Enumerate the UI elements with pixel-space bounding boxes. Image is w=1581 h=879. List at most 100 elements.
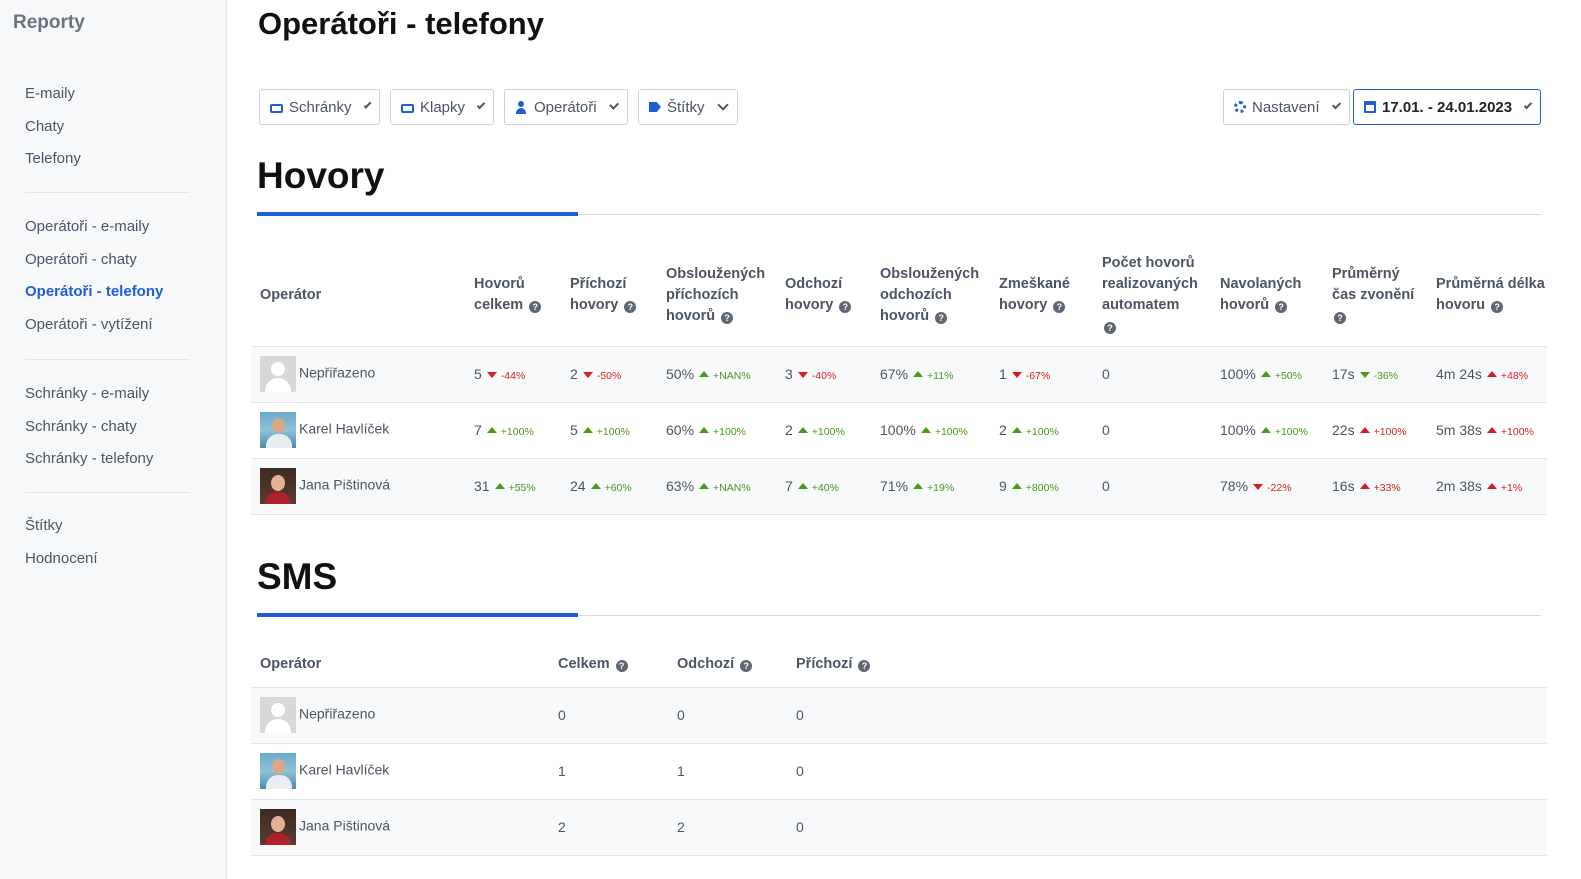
metric-change: +33% (1373, 482, 1401, 494)
question-circle-icon[interactable]: ? (1275, 301, 1288, 314)
avatar (260, 753, 296, 789)
metric-value: 7 (474, 422, 482, 438)
col-header-incoming[interactable]: Příchozí ? (787, 642, 1547, 687)
sidebar-item-operators-phones[interactable]: Operátoři - telefony (25, 283, 164, 300)
metric-value: 0 (1102, 478, 1110, 494)
avatar (260, 468, 296, 504)
sidebar-item-mailboxes-emails[interactable]: Schránky - e-maily (25, 385, 150, 402)
nav-divider (25, 192, 190, 193)
col-header-dialed[interactable]: Navolaných hovorů ? (1220, 276, 1302, 314)
operator-name: Nepřiřazeno (299, 364, 376, 381)
metric-cell-handled_in: 50% +NAN% (657, 345, 776, 402)
col-header-duration[interactable]: Průměrná délka hovoru ? (1436, 276, 1545, 314)
sidebar-item-ratings[interactable]: Hodnocení (25, 549, 98, 567)
sms-incoming-cell: 0 (787, 742, 1547, 799)
sidebar-item-mailboxes-chats[interactable]: Schránky - chaty (25, 417, 137, 435)
col-header-missed[interactable]: Zmeškané hovory ? (999, 276, 1070, 314)
question-circle-icon[interactable]: ? (1334, 311, 1346, 324)
metric-cell-outgoing: 3 -40% (776, 345, 871, 402)
arrow-up-icon (1260, 427, 1271, 433)
question-circle-icon[interactable]: ? (615, 659, 628, 672)
col-header-incoming[interactable]: Příchozí hovory ? (561, 245, 657, 346)
col-header-handled-incoming[interactable]: Obsloužených příchozích hovorů ? (666, 265, 766, 324)
sms-incoming-cell: 0 (787, 686, 1547, 743)
arrow-up-icon (920, 427, 931, 433)
sidebar-item-mailboxes-phones[interactable]: Schránky - telefony (25, 450, 154, 467)
metric-cell-duration: 5m 38s +100% (1427, 401, 1547, 458)
sidebar-item-operators-load[interactable]: Operátoři - vytížení (25, 315, 153, 333)
calls-section-title: Hovory (257, 155, 385, 196)
arrow-up-icon (486, 427, 497, 433)
date-range-button[interactable]: 17.01. - 24.01.2023 (1353, 89, 1541, 125)
question-circle-icon[interactable]: ? (624, 301, 637, 314)
col-header-operator[interactable]: Operátor (260, 655, 322, 672)
metric-cell-missed: 1 -67% (990, 345, 1093, 402)
metric-cell-missed: 2 +100% (990, 401, 1093, 458)
question-circle-icon[interactable]: ? (1491, 301, 1504, 314)
arrow-up-icon (913, 371, 924, 377)
metric-value: 5 (570, 422, 578, 438)
arrow-up-icon (1260, 371, 1271, 377)
question-circle-icon[interactable]: ? (740, 659, 753, 672)
settings-button[interactable]: Nastavení (1223, 89, 1350, 125)
col-header-outgoing[interactable]: Odchozí ? (668, 642, 787, 687)
question-circle-icon[interactable]: ? (721, 311, 734, 324)
sidebar-item-emails[interactable]: E-maily (25, 85, 76, 102)
metric-value: 5m 38s (1436, 422, 1482, 438)
question-circle-icon[interactable]: ? (935, 311, 948, 324)
mailboxes-filter-button[interactable]: Schránky (259, 89, 380, 125)
question-circle-icon[interactable]: ? (1104, 322, 1116, 335)
nav-group-overview: E-maily Chaty Telefony (25, 78, 190, 176)
sidebar-item-phones[interactable]: Telefony (25, 150, 81, 167)
col-header-handled-outgoing[interactable]: Obsloužených odchozích hovorů ? (880, 265, 980, 324)
col-header-operator[interactable]: Operátor (260, 286, 322, 303)
metric-cell-dialed: 78% -22% (1211, 457, 1323, 515)
arrow-up-icon (797, 427, 808, 433)
metric-cell-auto: 0 (1093, 345, 1211, 402)
question-circle-icon[interactable]: ? (529, 301, 542, 314)
metric-value: 50% (666, 366, 695, 382)
sidebar-item-operators-chats[interactable]: Operátoři - chaty (25, 250, 137, 268)
metric-change: -40% (811, 370, 837, 382)
col-header-ring-time[interactable]: Průměrný čas zvonění ? (1332, 265, 1415, 324)
col-header-outgoing[interactable]: Odchozí hovory ? (776, 245, 871, 346)
metric-cell-incoming: 5 +100% (561, 401, 657, 458)
arrow-up-icon (699, 371, 710, 377)
extensions-filter-button[interactable]: Klapky (390, 89, 494, 125)
tags-filter-button[interactable]: Štítky (638, 89, 738, 125)
sidebar-item-chats[interactable]: Chaty (25, 117, 65, 135)
section-divider-accent (257, 212, 578, 216)
metric-cell-handled_in: 63% +NAN% (657, 457, 776, 515)
tags-filter-label: Štítky (667, 98, 705, 116)
section-divider-accent (257, 613, 578, 617)
sidebar-item-tags[interactable]: Štítky (25, 517, 63, 534)
sms-section-title: SMS (257, 556, 338, 597)
operator-name: Jana Pištinová (299, 817, 391, 834)
metric-change: +100% (596, 426, 630, 438)
col-header-total[interactable]: Celkem ? (549, 642, 668, 687)
metric-change: +55% (508, 482, 536, 494)
operators-filter-button[interactable]: Operátoři (504, 89, 628, 125)
metric-value: 100% (1220, 366, 1256, 382)
sidebar-item-operators-emails[interactable]: Operátoři - e-maily (25, 218, 150, 235)
question-circle-icon[interactable]: ? (839, 301, 852, 314)
question-circle-icon[interactable]: ? (858, 659, 871, 672)
question-circle-icon[interactable]: ? (1053, 301, 1066, 314)
arrow-up-icon (494, 483, 505, 489)
main-content: Operátoři - telefony Schránky Klapky Ope… (227, 0, 1581, 879)
arrow-down-icon (1253, 484, 1264, 490)
sms-outgoing-cell: 0 (668, 686, 787, 743)
arrow-up-icon (1486, 427, 1497, 433)
col-header-total[interactable]: Hovorů celkem ? (465, 245, 561, 346)
arrow-up-icon (1011, 483, 1022, 489)
metric-cell-incoming: 2 -50% (561, 345, 657, 402)
chevron-down-icon (1523, 100, 1533, 110)
col-header-auto[interactable]: Počet hovorů realizovaných automatem? (1102, 255, 1198, 335)
arrow-up-icon (582, 427, 593, 433)
arrow-up-icon (699, 427, 710, 433)
calls-header-row: Operátor Hovorů celkem ? Příchozí hovory… (251, 245, 1547, 346)
metric-change: +100% (811, 426, 845, 438)
table-row: Karel Havlíček 1 1 0 (251, 742, 1547, 799)
metric-change: +60% (604, 482, 632, 494)
metric-value: 71% (880, 478, 909, 494)
